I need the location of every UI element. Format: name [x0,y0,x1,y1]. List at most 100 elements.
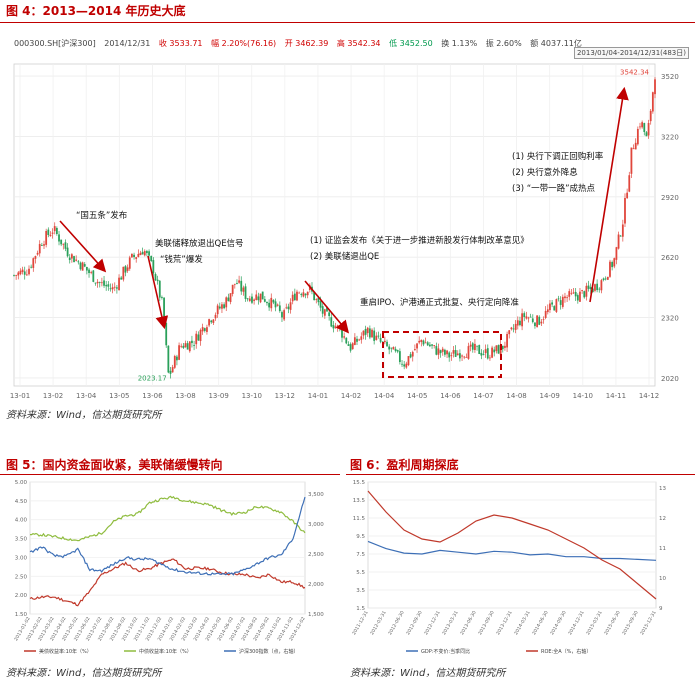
candle-body [345,337,348,344]
candle-body [431,344,433,346]
candle-body [58,234,60,242]
candle-body [36,252,39,255]
x-tick-label: 2015-12-31 [639,610,658,636]
candle-body [602,278,605,281]
fig5-source: 资料来源：Wind，信达期货研究所 [6,668,162,679]
candle-body [332,325,335,329]
info-amplitude: 振 2.60% [485,39,522,48]
candle-body [143,251,146,256]
candle-body [504,345,506,348]
candle-body [255,294,258,300]
candle-body [360,336,363,340]
candle-body [576,295,579,301]
y-tick-label: 3520 [661,73,679,81]
candle-body [426,342,429,346]
candle-body [306,291,309,296]
candle-body [501,345,504,350]
candle-body [491,347,493,358]
candle-body [21,269,24,273]
x-tick-label: 13-02 [43,392,63,400]
candle-body [544,310,547,318]
candle-body [534,322,536,327]
candle-body [643,123,646,133]
candle-body [98,282,101,283]
candle-body [116,287,118,289]
candle-body [51,232,54,234]
candle-body [100,282,103,284]
y-tick-label: 2020 [661,375,679,383]
plot-frame [367,481,657,609]
candle-body [270,297,273,309]
y-left-tick-label: 4.50 [15,499,28,505]
x-tick-label: 2014-03-31 [513,610,532,636]
candle-body [81,262,84,271]
candle-body [353,337,356,345]
candle-body [446,350,448,355]
candle-body [407,356,410,366]
candle-body [68,257,71,261]
candle-body [152,260,155,274]
candle-body [651,92,654,112]
candle-body [338,327,341,329]
candle-body [476,345,478,347]
candle-body [75,259,78,261]
candle-body [553,306,556,311]
candle-body [435,346,438,355]
candle-body [495,345,498,352]
fig4-candlestick-chart: 2020 2320 2620 2920 3220 3520 13-01 13-02 13-04 1… [10,63,679,400]
y-right-tick-label: 11 [659,546,666,552]
candle-body [557,298,560,300]
candle-body [634,142,637,150]
candle-body [624,197,626,224]
candle-body [581,290,584,291]
candle-body [263,299,266,302]
y-left-tick-label: 5.00 [15,480,28,486]
candle-body [321,306,324,314]
x-tick-label: 14-06 [440,392,461,400]
candle-body [34,256,37,259]
x-tick-label: 2012-06-30 [387,610,406,636]
candle-body [422,340,425,345]
candle-body [186,343,189,350]
series-line-1 [367,540,657,561]
candle-body [390,347,393,349]
candle-body [514,323,517,330]
candle-body [484,349,487,354]
candle-body [212,319,215,323]
candle-body [180,345,183,347]
candle-body [169,370,172,374]
candle-body [131,253,133,258]
y-left-tick-label: 2.00 [15,593,28,599]
y-left-tick-label: 1.5 [356,606,365,612]
candle-body [489,357,491,359]
annotation-qe-exit: (2) 美联储退出QE [310,252,380,262]
y-left-tick-label: 3.5 [356,588,365,594]
candle-body [632,148,635,150]
candle-body [313,291,316,301]
fig5-line-chart: 1.50 2.00 2.50 3.00 3.50 4.00 4.50 5.00 1,500 2,0… [13,480,324,655]
candle-body [137,253,140,257]
candle-body [227,297,230,302]
candle-body [287,306,290,310]
y-right-tick-label: 9 [659,606,663,612]
candle-body [619,235,622,237]
fig6-line-chart: 1.5 3.5 5.5 7.5 9.5 11.5 13.5 15.5 9 10 11 12 13 2011… [351,480,666,655]
candle-body [570,292,573,294]
candle-body [45,230,48,245]
y-left-tick-label: 4.00 [15,518,28,524]
candle-body [626,192,629,199]
x-tick-label: 13-05 [109,392,129,400]
candle-body [375,335,378,340]
candle-body [274,301,277,308]
candle-body [437,348,440,355]
candle-body [386,341,388,347]
info-code: 000300.SH[沪深300] [14,39,96,48]
candle-body [411,352,414,357]
y-tick-label: 2620 [661,254,679,262]
candle-body [266,301,268,304]
candle-body [450,355,453,357]
candle-body [334,326,337,329]
candle-body [416,343,418,349]
candle-body [326,307,328,312]
x-tick-label: 14-02 [341,392,361,400]
